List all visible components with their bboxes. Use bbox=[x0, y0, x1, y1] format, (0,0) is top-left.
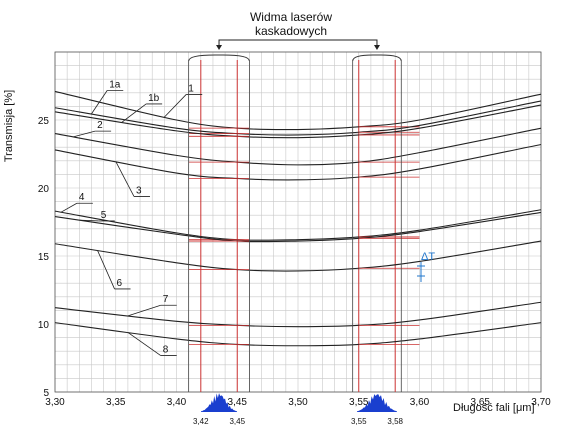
x-tick-label: 3,65 bbox=[471, 397, 491, 408]
plot-border bbox=[54, 51, 542, 393]
laser-value-label: 3,58 bbox=[387, 417, 403, 426]
curve-label: 6 bbox=[117, 278, 123, 289]
annotation-connector bbox=[218, 39, 378, 48]
curve-6 bbox=[54, 240, 542, 272]
leader-line bbox=[127, 332, 161, 356]
x-tick-label: 3,45 bbox=[228, 397, 248, 408]
x-axis-label: Długość fali [μm] bbox=[453, 402, 535, 414]
curve-label: 2 bbox=[97, 120, 103, 131]
curve-4 bbox=[54, 209, 542, 241]
curve-label: 1a bbox=[109, 79, 121, 90]
annotation-title-line-2: kaskadowych bbox=[255, 24, 327, 38]
laser-region-bracket bbox=[352, 54, 402, 62]
arrow-head bbox=[216, 45, 223, 50]
leader-line bbox=[121, 103, 147, 123]
curve-label: 4 bbox=[79, 192, 85, 203]
curve-1b bbox=[54, 104, 542, 139]
curve-labels: 1 1a 1b 2 3 4 5 6 7 8 bbox=[60, 79, 203, 356]
x-tick-label: 3,60 bbox=[410, 397, 430, 408]
x-tick-label: 3,40 bbox=[167, 397, 187, 408]
y-tick-label: 25 bbox=[38, 116, 50, 127]
laser-spectrum bbox=[201, 393, 238, 412]
leader-line bbox=[127, 304, 161, 317]
x-tick-label: 3,50 bbox=[288, 397, 308, 408]
curve-label: 5 bbox=[101, 210, 107, 221]
laser-spectra bbox=[188, 39, 425, 412]
curve-3 bbox=[54, 143, 542, 181]
leader-line bbox=[97, 250, 115, 290]
laser-region-bracket bbox=[188, 54, 250, 62]
leader-line bbox=[73, 130, 96, 138]
leader-line bbox=[79, 219, 99, 222]
y-tick-label: 10 bbox=[38, 320, 50, 331]
curve-5 bbox=[54, 211, 542, 243]
x-tick-label: 3,70 bbox=[531, 397, 551, 408]
curve-label: 7 bbox=[163, 294, 169, 305]
curve-label: 8 bbox=[163, 345, 169, 356]
laser-value-label: 3,45 bbox=[229, 417, 245, 426]
laser-lines bbox=[200, 60, 396, 392]
leader-line bbox=[91, 90, 108, 115]
y-tick-label: 15 bbox=[38, 252, 50, 263]
x-tick-label: 3,55 bbox=[349, 397, 369, 408]
y-axis-label: Transmisja [%] bbox=[3, 90, 15, 162]
curve-1 bbox=[54, 90, 542, 131]
leader-line bbox=[164, 94, 187, 118]
curves bbox=[54, 90, 542, 347]
arrow-head bbox=[373, 45, 380, 50]
delta-t-label: ΔT bbox=[421, 251, 435, 263]
curve-label: 1 bbox=[188, 83, 194, 94]
curve-1a bbox=[54, 100, 542, 136]
axes: 3,30 3,35 3,40 3,45 3,50 3,55 3,60 3,65 3,70 5 10 1… bbox=[38, 116, 551, 426]
plot-frame bbox=[54, 51, 542, 393]
leader-line bbox=[60, 202, 78, 213]
x-tick-label: 3,30 bbox=[45, 397, 65, 408]
laser-value-label: 3,55 bbox=[351, 417, 367, 426]
laser-value-label: 3,42 bbox=[193, 417, 209, 426]
curve-label: 1b bbox=[148, 93, 160, 104]
y-tick-label: 5 bbox=[43, 388, 49, 399]
curve-7 bbox=[54, 301, 542, 328]
annotation-title-line-1: Widma laserów bbox=[250, 10, 332, 24]
leader-line bbox=[115, 161, 135, 197]
curve-8 bbox=[54, 322, 542, 347]
curve-label: 3 bbox=[136, 185, 142, 196]
curve-2 bbox=[54, 127, 542, 166]
x-tick-label: 3,35 bbox=[106, 397, 126, 408]
laser-spectrum bbox=[356, 394, 397, 412]
y-tick-label: 20 bbox=[38, 184, 50, 195]
